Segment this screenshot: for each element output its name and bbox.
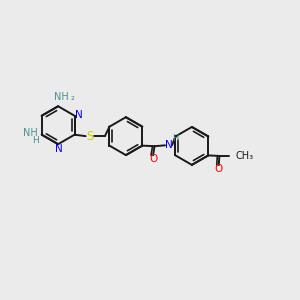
Text: S: S <box>86 130 93 142</box>
Text: N: N <box>55 144 63 154</box>
Text: H: H <box>172 134 178 143</box>
Text: NH: NH <box>54 92 69 103</box>
Text: ₂: ₂ <box>71 92 75 103</box>
Text: CH₃: CH₃ <box>236 151 253 161</box>
Text: N: N <box>165 140 172 150</box>
Text: O: O <box>149 154 157 164</box>
Text: O: O <box>215 164 223 174</box>
Text: NH: NH <box>23 128 38 138</box>
Text: N: N <box>75 110 83 120</box>
Text: H: H <box>32 136 39 145</box>
